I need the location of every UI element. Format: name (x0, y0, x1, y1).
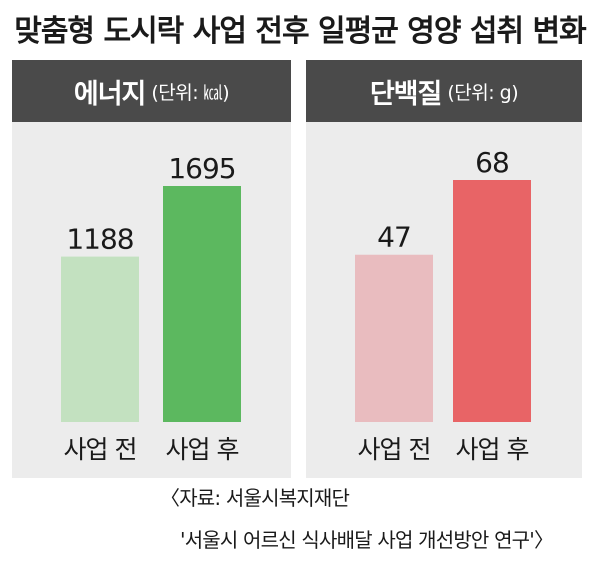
energy-panel-header: 에너지 (단위: ㎉) (12, 60, 291, 122)
energy-bar-before (61, 256, 139, 422)
protein-bar-before (355, 254, 433, 422)
protein-value-label-after: 68 (475, 146, 509, 179)
protein-bar-after (453, 180, 531, 422)
energy-category-label-before: 사업 전 (64, 435, 137, 464)
energy-panel-unit: (단위: ㎉) (151, 81, 230, 104)
energy-category-label-after: 사업 후 (166, 435, 239, 464)
energy-value-label-before: 1188 (66, 223, 133, 256)
energy-panel: 에너지 (단위: ㎉) 1188 사업 전 1695 사업 후 (12, 60, 291, 478)
protein-panel-header: 단백질 (단위: g) (306, 60, 582, 122)
protein-bar-chart: 47 사업 전 68 사업 후 (355, 146, 531, 464)
source-line-2: '서울시 어르신 식사배달 사업 개선방안 연구'〉 (180, 528, 554, 552)
chart-title: 맞춤형 도시락 사업 전후 일평균 영양 섭취 변화 (14, 14, 587, 49)
protein-panel: 단백질 (단위: g) 47 사업 전 68 사업 후 (306, 60, 582, 478)
protein-panel-unit: (단위: g) (447, 81, 519, 104)
energy-bar-chart: 1188 사업 전 1695 사업 후 (61, 152, 241, 464)
energy-panel-title: 에너지 (73, 78, 147, 110)
protein-category-label-after: 사업 후 (456, 435, 529, 464)
energy-value-label-after: 1695 (168, 152, 235, 185)
protein-category-label-before: 사업 전 (358, 435, 431, 464)
source-line-1: 〈자료: 서울시복지재단 (160, 486, 350, 510)
energy-bar-after (163, 186, 241, 422)
protein-panel-title: 단백질 (369, 78, 443, 110)
protein-value-label-before: 47 (377, 221, 411, 254)
